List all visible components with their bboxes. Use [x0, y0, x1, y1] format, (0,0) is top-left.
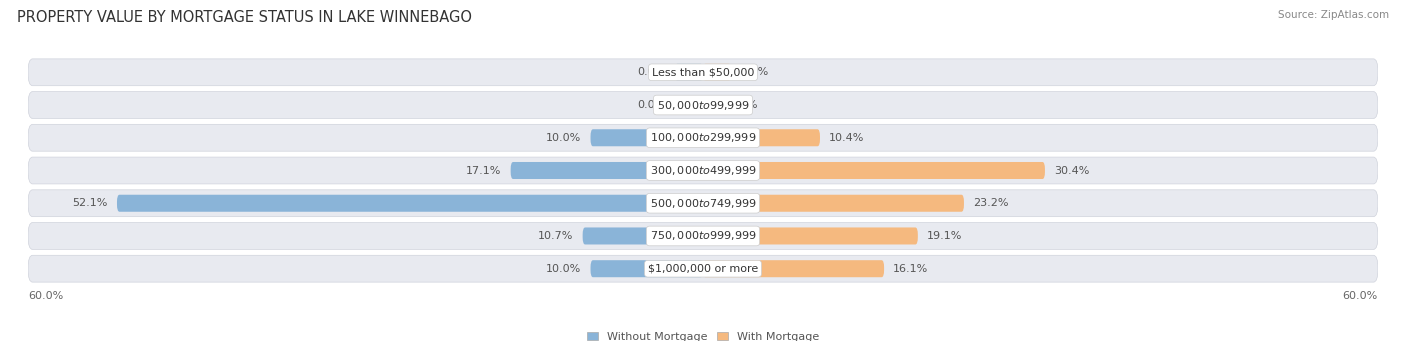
Text: $1,000,000 or more: $1,000,000 or more: [648, 264, 758, 274]
Text: 60.0%: 60.0%: [1343, 291, 1378, 301]
FancyBboxPatch shape: [28, 92, 1378, 118]
FancyBboxPatch shape: [582, 227, 703, 244]
FancyBboxPatch shape: [703, 195, 965, 212]
FancyBboxPatch shape: [675, 97, 703, 114]
FancyBboxPatch shape: [591, 129, 703, 146]
FancyBboxPatch shape: [703, 227, 918, 244]
Text: PROPERTY VALUE BY MORTGAGE STATUS IN LAKE WINNEBAGO: PROPERTY VALUE BY MORTGAGE STATUS IN LAK…: [17, 10, 472, 25]
Text: 30.4%: 30.4%: [1054, 165, 1090, 176]
FancyBboxPatch shape: [28, 157, 1378, 184]
Text: 0.0%: 0.0%: [740, 67, 768, 77]
FancyBboxPatch shape: [703, 129, 820, 146]
Text: $500,000 to $749,999: $500,000 to $749,999: [650, 197, 756, 210]
FancyBboxPatch shape: [510, 162, 703, 179]
Text: 17.1%: 17.1%: [467, 165, 502, 176]
FancyBboxPatch shape: [28, 124, 1378, 151]
Text: 0.0%: 0.0%: [638, 67, 666, 77]
FancyBboxPatch shape: [675, 64, 703, 81]
FancyBboxPatch shape: [591, 260, 703, 277]
Text: 60.0%: 60.0%: [28, 291, 63, 301]
FancyBboxPatch shape: [28, 223, 1378, 249]
Text: $100,000 to $299,999: $100,000 to $299,999: [650, 131, 756, 144]
FancyBboxPatch shape: [28, 59, 1378, 86]
Text: 10.7%: 10.7%: [538, 231, 574, 241]
FancyBboxPatch shape: [703, 64, 731, 81]
FancyBboxPatch shape: [117, 195, 703, 212]
Text: $300,000 to $499,999: $300,000 to $499,999: [650, 164, 756, 177]
Text: $750,000 to $999,999: $750,000 to $999,999: [650, 229, 756, 242]
Text: Less than $50,000: Less than $50,000: [652, 67, 754, 77]
Text: 52.1%: 52.1%: [73, 198, 108, 208]
Text: 23.2%: 23.2%: [973, 198, 1008, 208]
Text: 10.0%: 10.0%: [547, 133, 582, 143]
Text: 10.0%: 10.0%: [547, 264, 582, 274]
FancyBboxPatch shape: [703, 260, 884, 277]
Text: $50,000 to $99,999: $50,000 to $99,999: [657, 99, 749, 112]
FancyBboxPatch shape: [703, 97, 713, 114]
Text: 19.1%: 19.1%: [927, 231, 962, 241]
Text: 0.0%: 0.0%: [638, 100, 666, 110]
FancyBboxPatch shape: [28, 190, 1378, 217]
Text: 16.1%: 16.1%: [893, 264, 928, 274]
FancyBboxPatch shape: [703, 162, 1045, 179]
FancyBboxPatch shape: [28, 255, 1378, 282]
Text: 0.89%: 0.89%: [723, 100, 758, 110]
Text: 10.4%: 10.4%: [830, 133, 865, 143]
Text: Source: ZipAtlas.com: Source: ZipAtlas.com: [1278, 10, 1389, 20]
Legend: Without Mortgage, With Mortgage: Without Mortgage, With Mortgage: [588, 331, 818, 341]
